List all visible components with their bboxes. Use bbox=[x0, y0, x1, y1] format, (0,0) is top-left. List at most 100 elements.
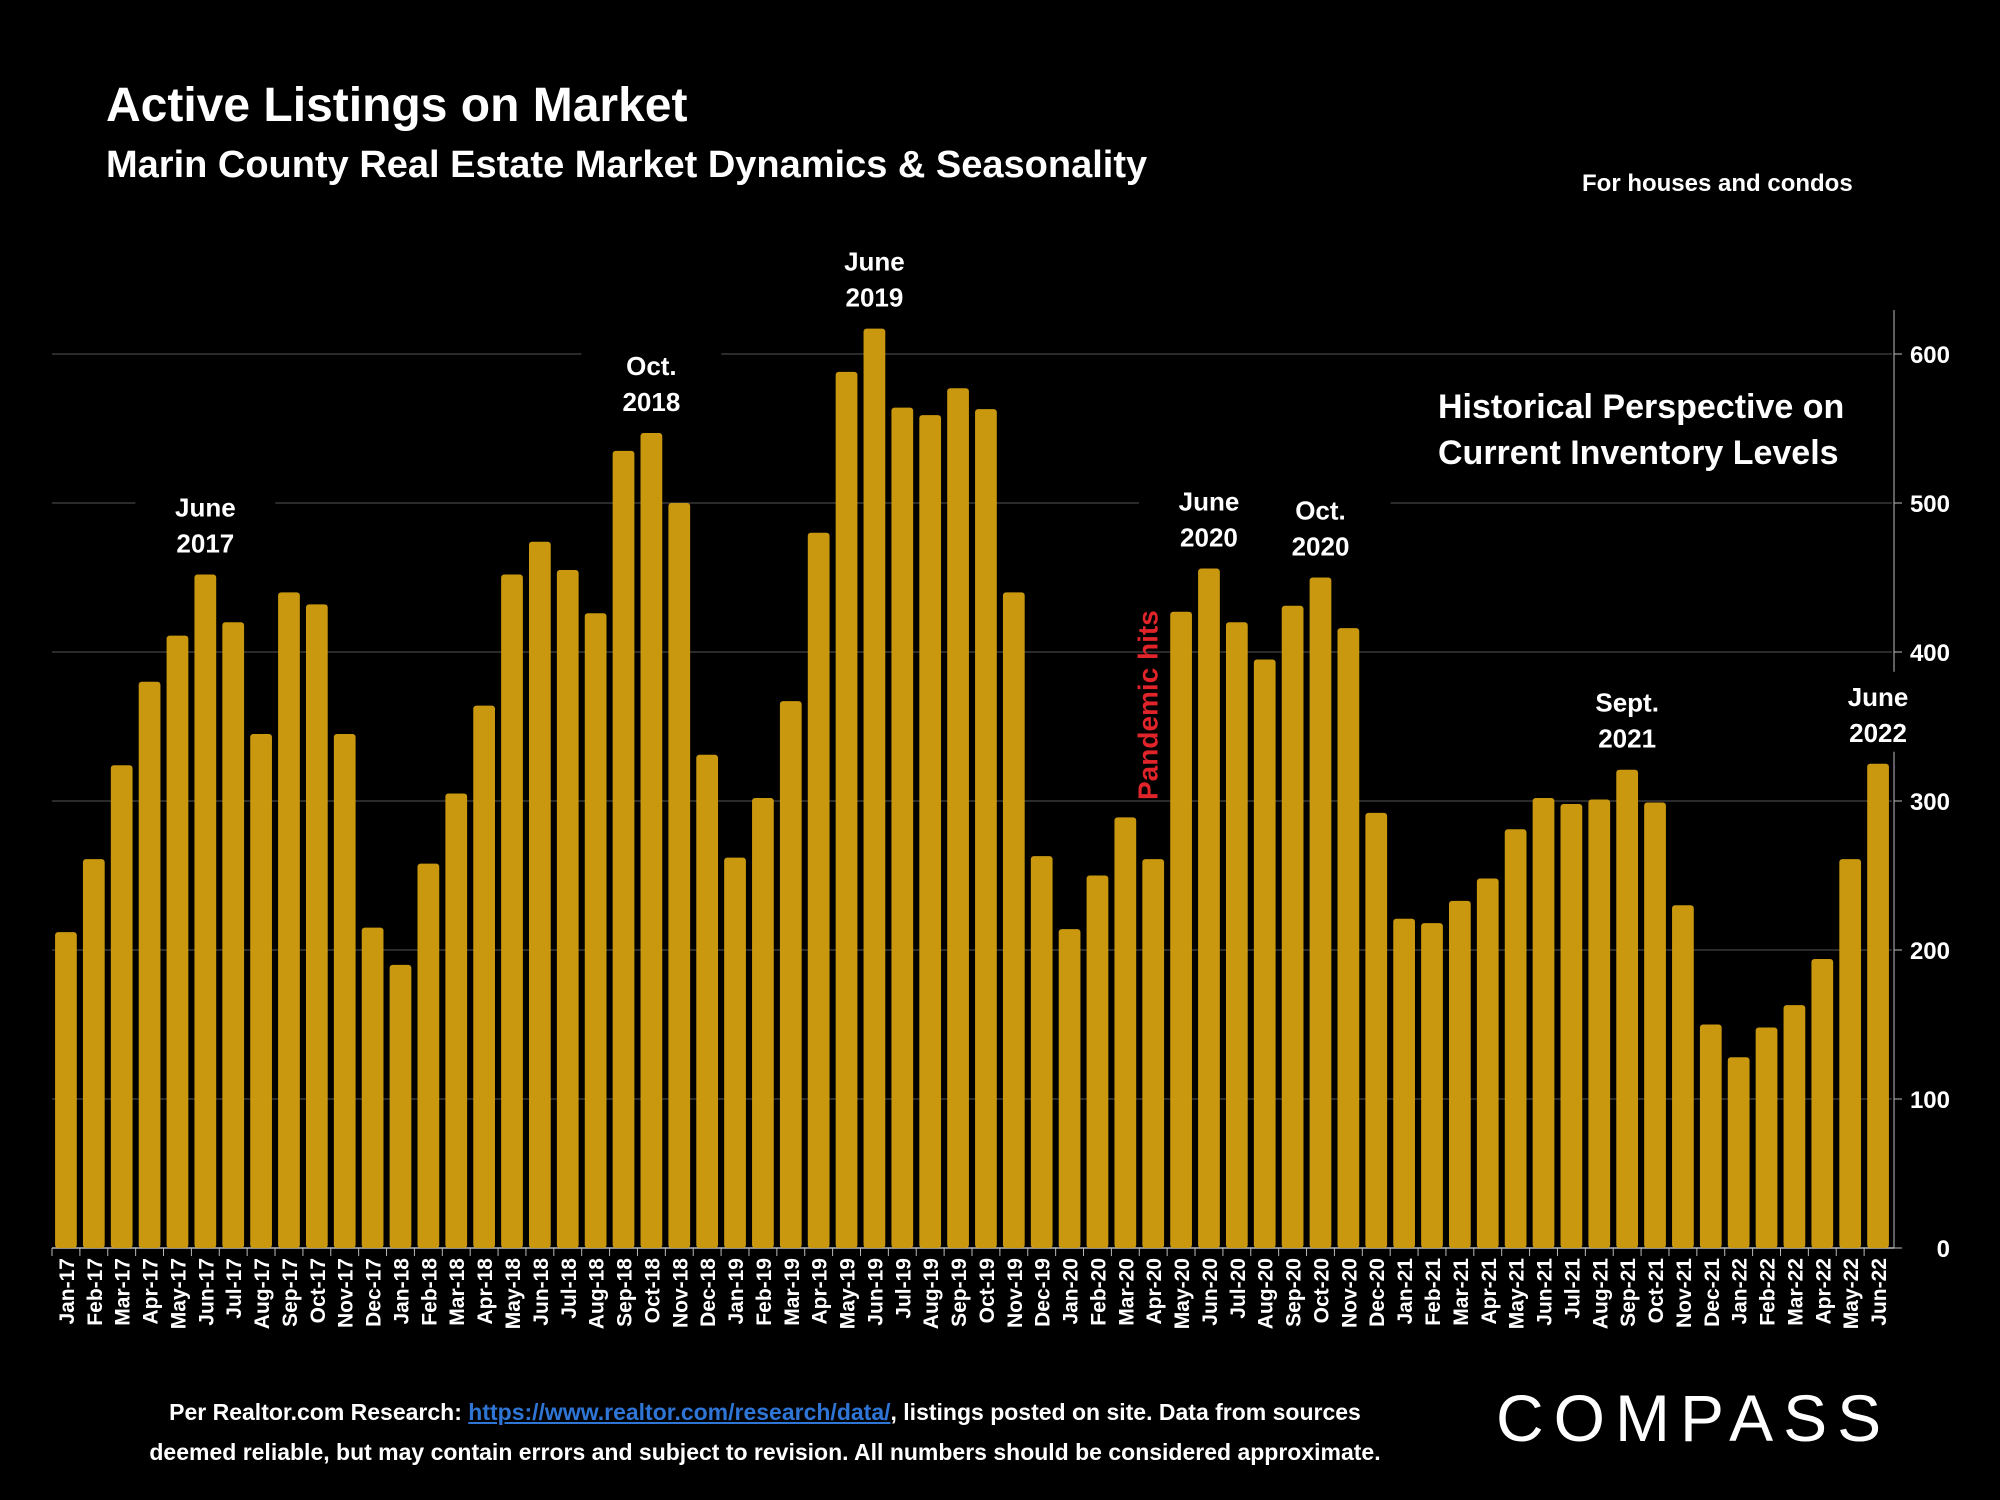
bar bbox=[752, 798, 774, 1248]
bar bbox=[250, 733, 272, 1248]
x-tick-label: Mar-21 bbox=[1450, 1258, 1473, 1326]
bar bbox=[1839, 859, 1862, 1248]
footer-line-2: deemed reliable, but may contain errors … bbox=[149, 1439, 1381, 1465]
bar bbox=[1504, 829, 1527, 1248]
bar bbox=[82, 859, 105, 1248]
bar bbox=[1225, 622, 1248, 1248]
annotations: June 2017 Oct. 2018 June 2019 June 2020 Oct. 2020… bbox=[135, 236, 1949, 800]
annotation-year: 2017 bbox=[176, 529, 234, 559]
footer-line-1: Per Realtor.com Research: https://www.re… bbox=[0, 1392, 1530, 1432]
bar bbox=[1616, 769, 1639, 1248]
bar bbox=[724, 857, 746, 1248]
footer-prefix: Per Realtor.com Research: bbox=[169, 1399, 462, 1425]
bar bbox=[584, 613, 607, 1248]
bar bbox=[863, 328, 886, 1248]
bar bbox=[501, 574, 523, 1248]
x-tick-label: Jun-22 bbox=[1868, 1258, 1891, 1326]
x-tick-label: May-19 bbox=[837, 1258, 860, 1329]
bar bbox=[110, 765, 133, 1248]
bar bbox=[445, 793, 468, 1248]
y-tick-label: 500 bbox=[1910, 491, 1950, 518]
x-tick-label: Sep-17 bbox=[279, 1258, 302, 1327]
bar bbox=[1030, 856, 1053, 1248]
x-tick-label: Dec-21 bbox=[1701, 1258, 1724, 1327]
y-tick-label: 400 bbox=[1910, 640, 1950, 667]
scope-note: For houses and condos bbox=[1582, 170, 1853, 197]
x-tick-label: Sep-20 bbox=[1283, 1258, 1306, 1327]
x-tick-label: Feb-19 bbox=[753, 1258, 776, 1326]
x-tick-label: Sep-21 bbox=[1617, 1258, 1640, 1327]
bar bbox=[1142, 859, 1165, 1248]
x-tick-label: May-20 bbox=[1171, 1258, 1194, 1329]
bar bbox=[1309, 577, 1332, 1248]
annotation-month: June bbox=[1179, 487, 1240, 517]
footer-line-1-suffix: , listings posted on site. Data from sou… bbox=[890, 1399, 1361, 1425]
bar bbox=[919, 415, 942, 1249]
annotation-backdrop bbox=[581, 340, 722, 421]
x-tick-label: Oct-20 bbox=[1310, 1258, 1333, 1323]
bar bbox=[947, 388, 969, 1248]
x-tick-label: Apr-17 bbox=[140, 1258, 163, 1325]
y-tick-label: 200 bbox=[1910, 938, 1950, 965]
annotation-month: Sept. bbox=[1595, 688, 1659, 718]
x-tick-label: Aug-18 bbox=[586, 1258, 609, 1329]
annotation-year: 2020 bbox=[1292, 532, 1350, 562]
bar bbox=[1337, 628, 1360, 1248]
chart-title: Active Listings on Market bbox=[106, 79, 688, 132]
bar bbox=[1449, 900, 1471, 1248]
x-tick-label: Apr-18 bbox=[474, 1258, 497, 1325]
bar bbox=[1421, 923, 1443, 1248]
x-tick-label: Aug-21 bbox=[1589, 1258, 1612, 1329]
bar bbox=[1644, 802, 1666, 1248]
x-tick-label: Dec-20 bbox=[1366, 1258, 1389, 1327]
bar bbox=[1002, 592, 1025, 1248]
bar bbox=[1086, 875, 1109, 1248]
x-tick-label: Nov-18 bbox=[669, 1258, 692, 1328]
bar bbox=[640, 432, 663, 1249]
x-tick-label: Jul-21 bbox=[1561, 1258, 1584, 1319]
bar bbox=[1170, 611, 1192, 1248]
x-tick-label: Mar-22 bbox=[1784, 1258, 1807, 1326]
x-tick-label: Apr-21 bbox=[1478, 1258, 1501, 1325]
x-tick-label: Jan-22 bbox=[1729, 1258, 1752, 1325]
x-tick-label: Oct-18 bbox=[641, 1258, 664, 1324]
x-tick-label: Feb-18 bbox=[418, 1258, 441, 1326]
y-tick-label: 100 bbox=[1910, 1087, 1950, 1114]
x-tick-label: Jan-18 bbox=[390, 1258, 413, 1325]
compass-logo: COMPASS bbox=[1496, 1381, 1892, 1455]
x-tick-label: Feb-20 bbox=[1087, 1258, 1110, 1326]
annotation-month: Oct. bbox=[1295, 496, 1346, 526]
bar bbox=[1058, 929, 1081, 1248]
bar bbox=[55, 932, 77, 1248]
x-tick-label: Jan-19 bbox=[725, 1258, 748, 1325]
x-tick-label: Jun-19 bbox=[864, 1258, 887, 1326]
callout-box: Historical Perspective on Current Invent… bbox=[1438, 384, 1844, 476]
x-tick-label: Apr-20 bbox=[1143, 1258, 1166, 1325]
annotation-backdrop bbox=[1557, 677, 1698, 758]
bar bbox=[1811, 958, 1834, 1248]
bar bbox=[417, 863, 440, 1248]
x-tick-label: May-22 bbox=[1840, 1258, 1863, 1329]
bar bbox=[361, 927, 384, 1248]
x-tick-label: Jan-17 bbox=[56, 1258, 79, 1325]
bar bbox=[278, 592, 300, 1248]
source-link[interactable]: https://www.realtor.com/research/data/ bbox=[468, 1399, 891, 1425]
x-tick-label: Nov-21 bbox=[1673, 1258, 1696, 1328]
x-tick-label: Jul-20 bbox=[1227, 1258, 1250, 1319]
bar bbox=[1393, 918, 1415, 1248]
bar bbox=[389, 964, 412, 1248]
annotation-year: 2020 bbox=[1180, 523, 1238, 553]
x-tick-label: Mar-20 bbox=[1115, 1258, 1138, 1326]
bar bbox=[1198, 568, 1220, 1248]
x-axis-ticks: Jan-17 Feb-17 Mar-17 Apr-17 May-17 Jun-17 Jul-… bbox=[51, 1248, 1891, 1329]
pandemic-label: Pandemic hits bbox=[1132, 610, 1163, 800]
bar bbox=[305, 604, 328, 1248]
x-tick-label: Feb-17 bbox=[84, 1258, 107, 1326]
bar bbox=[1727, 1057, 1750, 1248]
x-tick-label: Jun-18 bbox=[530, 1258, 553, 1326]
bar bbox=[975, 409, 997, 1248]
x-tick-label: Jul-18 bbox=[558, 1258, 581, 1319]
bar bbox=[1281, 605, 1304, 1248]
annotation-backdrop bbox=[1808, 671, 1949, 752]
x-tick-label: Aug-17 bbox=[251, 1258, 274, 1329]
